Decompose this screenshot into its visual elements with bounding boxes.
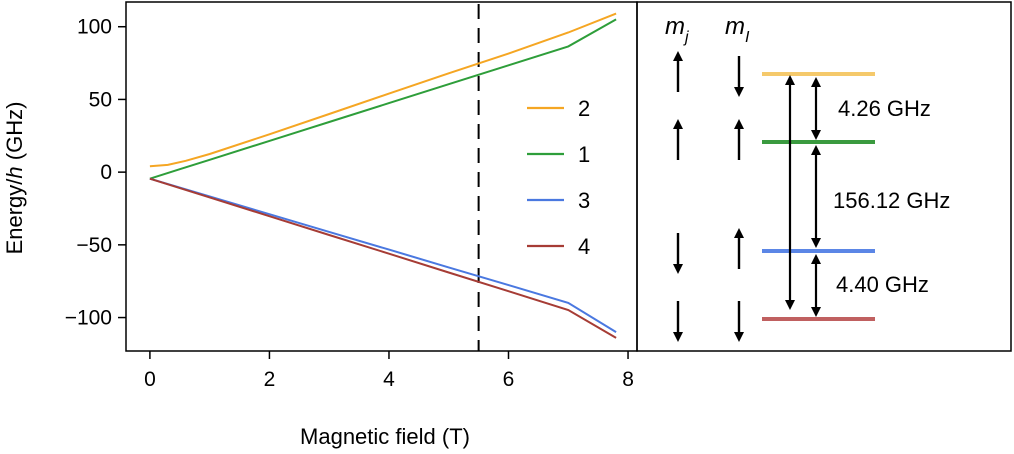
gap-label-1: 4.26 GHz [838, 96, 931, 121]
y-tick-label: 100 [77, 16, 112, 39]
gap-label-2: 156.12 GHz [833, 188, 950, 213]
y-tick-label: −50 [76, 234, 112, 257]
header-mj: m j [665, 13, 689, 46]
x-axis-title: Magnetic field (T) [300, 424, 470, 449]
x-axis-ticks: 0 2 4 6 8 [144, 351, 634, 391]
legend-label-2: 2 [578, 96, 590, 121]
diagram-frame [636, 1, 1012, 352]
series-line-2 [149, 12, 617, 168]
y-axis-title: Energy/h (GHz) [2, 102, 27, 255]
spin-arrows [673, 51, 744, 342]
legend-label-4: 4 [578, 234, 590, 259]
svg-text:m: m [665, 13, 685, 40]
level-diagram: m j m I 4.26 GHz 156.12 GHz 4.40 GHz [636, 1, 1012, 352]
y-tick-label: 0 [100, 161, 112, 184]
energy-levels [762, 72, 875, 321]
energy-plot: 0 2 4 6 8 100 50 0 −50 −100 2 1 3 4 Magnetic field … [2, 1, 638, 449]
gap-label-3: 4.40 GHz [836, 272, 929, 297]
x-tick-label: 6 [503, 368, 515, 391]
x-tick-label: 8 [622, 368, 634, 391]
x-tick-label: 0 [144, 368, 156, 391]
y-tick-label: −100 [65, 307, 112, 330]
series-lines [149, 12, 617, 339]
header-mi: m I [725, 13, 750, 46]
legend-label-1: 1 [578, 142, 590, 167]
svg-text:j: j [683, 29, 689, 46]
svg-text:I: I [745, 29, 750, 46]
svg-text:m: m [725, 13, 745, 40]
series-line-3 [149, 177, 617, 333]
x-tick-label: 4 [383, 368, 395, 391]
series-line-4 [149, 177, 617, 339]
plot-frame [125, 1, 638, 352]
legend-label-3: 3 [578, 188, 590, 213]
x-tick-label: 2 [264, 368, 276, 391]
series-line-1 [149, 18, 617, 180]
legend: 2 1 3 4 [527, 96, 590, 259]
y-tick-label: 50 [89, 88, 112, 111]
y-axis-ticks: 100 50 0 −50 −100 [65, 16, 126, 330]
